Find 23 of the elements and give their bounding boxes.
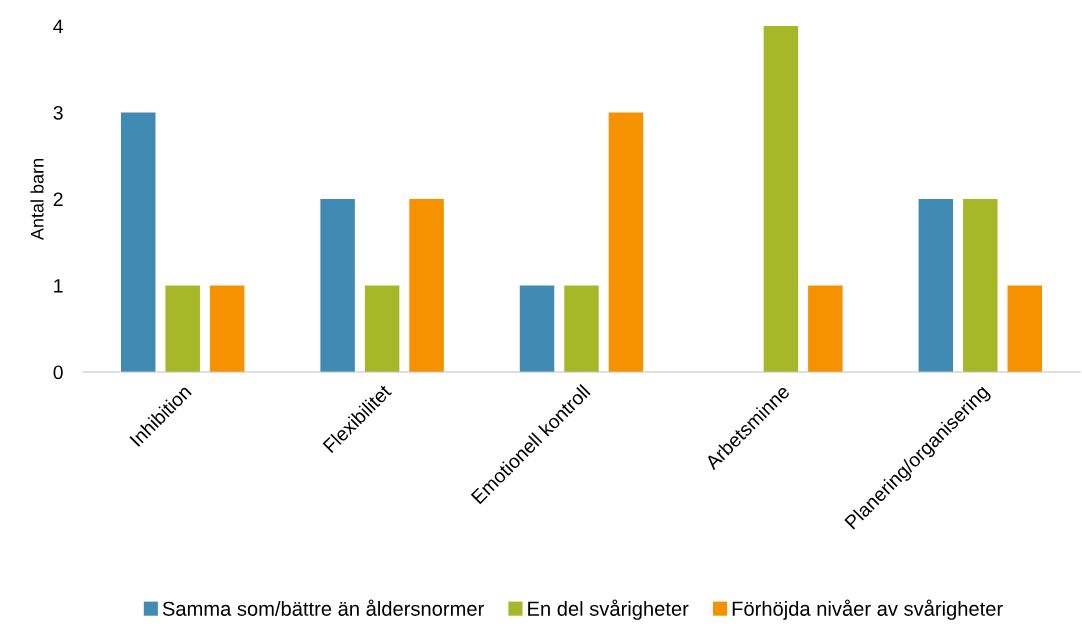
bar xyxy=(963,199,998,372)
legend-label: Förhöjda nivåer av svårigheter xyxy=(732,599,1003,620)
bar xyxy=(763,26,799,372)
y-tick-label: 4 xyxy=(53,19,63,34)
y-tick-label: 0 xyxy=(53,365,63,380)
y-tick-label: 3 xyxy=(53,105,63,120)
bar xyxy=(1007,285,1043,372)
y-tick-label: 2 xyxy=(53,192,63,207)
bar xyxy=(364,285,400,372)
bar xyxy=(209,285,245,372)
y-tick-label: 1 xyxy=(54,279,63,293)
bar xyxy=(808,285,843,372)
bar xyxy=(564,285,599,372)
legend-label: Samma som/bättre än åldersnormer xyxy=(162,599,484,616)
bar xyxy=(120,112,156,372)
bar xyxy=(608,112,644,372)
legend-label: En del svårigheter xyxy=(528,599,689,620)
bar xyxy=(918,199,954,372)
bar xyxy=(409,199,444,372)
bar xyxy=(320,199,355,372)
bar xyxy=(519,285,555,372)
y-axis-title: Antal barn xyxy=(30,159,44,241)
bar xyxy=(165,285,200,372)
